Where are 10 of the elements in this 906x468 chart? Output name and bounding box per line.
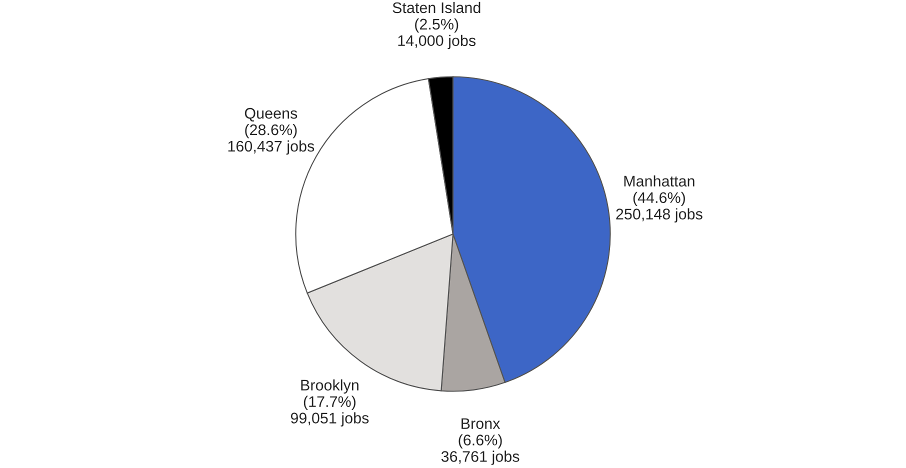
slice-label: Brooklyn	[301, 379, 358, 394]
slice-label: Bronx	[462, 418, 500, 429]
slice-label: Queens	[244, 108, 298, 122]
data-label: (28.6%) 160,437 jobs	[228, 124, 314, 155]
slice-label: Staten Island	[392, 2, 480, 14]
data-label: (2.5%) 14,000 jobs	[398, 18, 476, 50]
slice-label: Manhattan	[624, 175, 694, 187]
data-label: (6.6%) 36,761 jobs	[441, 434, 520, 465]
data-label: (17.7%) 99,051 jobs	[290, 396, 369, 427]
data-label: (44.6%) 250,148 jobs	[616, 192, 702, 223]
